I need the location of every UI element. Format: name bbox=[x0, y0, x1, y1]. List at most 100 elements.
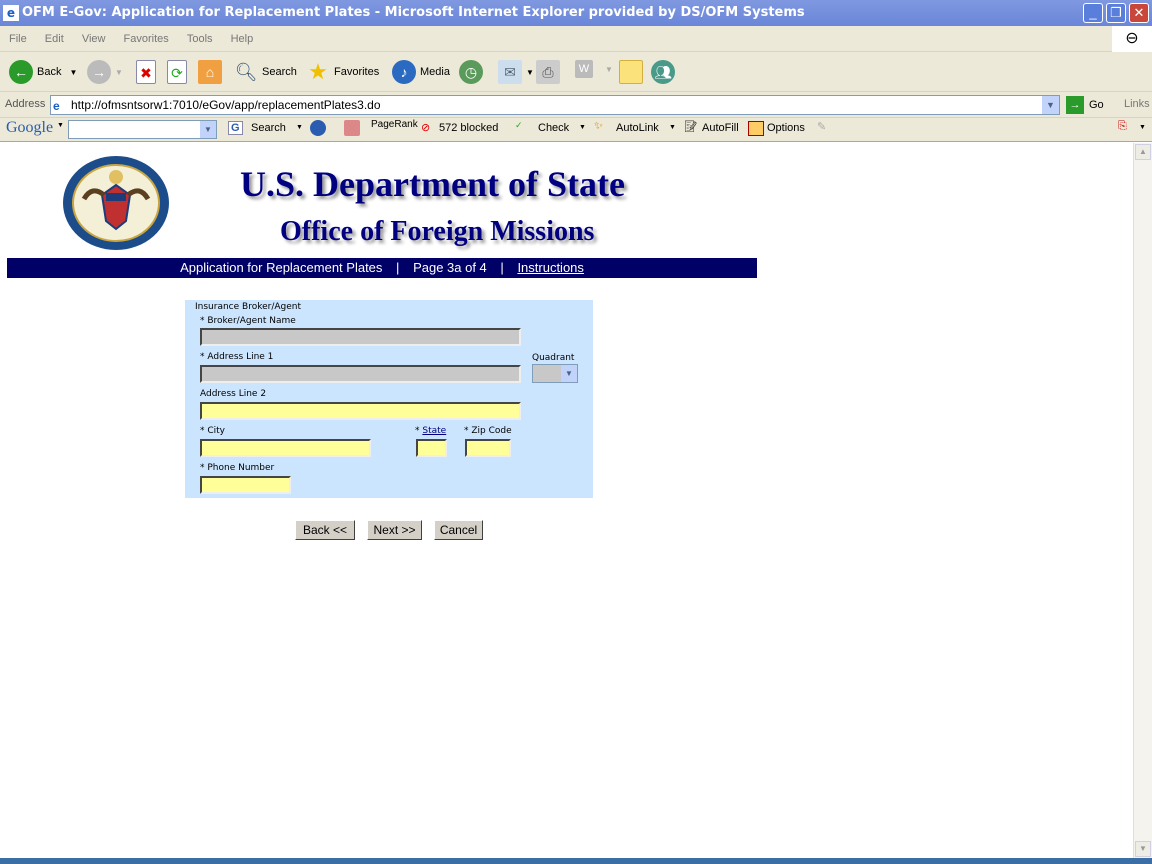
refresh-button[interactable]: ⟳ bbox=[167, 60, 191, 84]
address1-input[interactable] bbox=[200, 365, 521, 383]
google-search-button[interactable]: Search bbox=[251, 122, 286, 134]
close-button[interactable]: ✕ bbox=[1129, 3, 1149, 23]
media-button[interactable]: ♪ Media bbox=[392, 60, 450, 84]
window-title: OFM E-Gov: Application for Replacement P… bbox=[22, 5, 805, 20]
restore-button[interactable]: ❐ bbox=[1106, 3, 1126, 23]
state-label: * State bbox=[415, 426, 446, 436]
menu-favorites[interactable]: Favorites bbox=[123, 33, 169, 45]
sticky-note-icon bbox=[619, 60, 643, 84]
search-icon: 🔍︎ bbox=[234, 62, 258, 82]
magic-wand-icon: ✨︎ bbox=[594, 120, 604, 132]
media-globe-icon: ♪ bbox=[392, 60, 416, 84]
forward-button[interactable]: → ▼ bbox=[87, 60, 123, 84]
messenger-button[interactable]: 👥︎ bbox=[651, 60, 679, 84]
page-content: U.S. Department of State Office of Forei… bbox=[0, 143, 1133, 858]
address2-input[interactable] bbox=[200, 402, 521, 420]
windows-logo-icon: ⊖ bbox=[1112, 26, 1152, 52]
history-icon: ◷ bbox=[459, 60, 483, 84]
google-logo[interactable]: Google bbox=[6, 119, 54, 136]
back-button[interactable]: ← Back ▼ bbox=[9, 60, 77, 84]
news-icon[interactable] bbox=[344, 120, 360, 136]
word-icon: W bbox=[575, 60, 593, 78]
mail-icon: ✉ bbox=[498, 60, 522, 84]
scroll-down-button[interactable]: ▼ bbox=[1135, 841, 1151, 857]
favorites-label: Favorites bbox=[334, 66, 380, 78]
chevron-down-icon[interactable]: ▼ bbox=[669, 124, 676, 131]
spellcheck-icon: ✓ bbox=[515, 120, 523, 130]
edit-button[interactable]: W ▼ bbox=[575, 60, 613, 78]
chevron-down-icon[interactable]: ▼ bbox=[561, 365, 577, 382]
nav-page-indicator: Page 3a of 4 bbox=[413, 260, 487, 275]
back-form-button[interactable]: Back << bbox=[295, 520, 355, 540]
state-input[interactable] bbox=[416, 439, 447, 457]
chevron-down-icon[interactable]: ▼ bbox=[57, 122, 64, 129]
state-department-seal bbox=[63, 156, 169, 250]
city-label: * City bbox=[200, 426, 226, 436]
ie-icon: e bbox=[3, 5, 19, 21]
mail-button[interactable]: ✉ ▼ bbox=[498, 60, 534, 84]
nav-app-title: Application for Replacement Plates bbox=[180, 260, 383, 275]
instructions-link[interactable]: Instructions bbox=[517, 260, 584, 275]
zip-input[interactable] bbox=[465, 439, 511, 457]
favorites-button[interactable]: ★ Favorites bbox=[306, 60, 379, 84]
autofill-button[interactable]: AutoFill bbox=[702, 122, 739, 134]
city-input[interactable] bbox=[200, 439, 371, 457]
chevron-down-icon[interactable]: ▼ bbox=[200, 121, 216, 138]
google-toolbar: Google ▼ ▼ G Search ▼ PageRank ⊘ 572 blo… bbox=[0, 118, 1152, 254]
print-button[interactable]: ⎙ bbox=[536, 60, 564, 84]
search-button[interactable]: 🔍︎ Search bbox=[234, 60, 297, 84]
back-arrow-icon: ← bbox=[9, 60, 33, 84]
chevron-down-icon[interactable]: ▼ bbox=[1042, 96, 1059, 114]
standard-toolbar: ← Back ▼ → ▼ ✖ ⟳ ⌂ 🔍︎ Search ★ Favorites ♪ Med… bbox=[0, 52, 1152, 92]
blocked-count[interactable]: 572 blocked bbox=[439, 122, 499, 134]
autolink-button[interactable]: AutoLink bbox=[616, 122, 659, 134]
globe-icon[interactable] bbox=[310, 120, 326, 136]
home-button[interactable]: ⌂ bbox=[198, 60, 226, 84]
options-button[interactable]: Options bbox=[767, 122, 805, 134]
scroll-up-button[interactable]: ▲ bbox=[1135, 144, 1151, 160]
state-link[interactable]: State bbox=[422, 426, 447, 436]
history-button[interactable]: ◷ bbox=[459, 60, 487, 84]
broker-name-input[interactable] bbox=[200, 328, 521, 346]
links-button[interactable]: Links bbox=[1124, 98, 1150, 110]
chevron-down-icon[interactable]: ▼ bbox=[1139, 124, 1146, 131]
next-button[interactable]: Next >> bbox=[367, 520, 422, 540]
page-icon: e bbox=[53, 99, 60, 113]
chevron-down-icon: ▼ bbox=[526, 67, 534, 77]
address-url: http://ofmsntsorw1:7010/eGov/app/replace… bbox=[71, 98, 381, 112]
vertical-scrollbar[interactable]: ▲ ▼ bbox=[1133, 143, 1152, 858]
section-title: Insurance Broker/Agent bbox=[195, 302, 302, 312]
google-g-icon: G bbox=[228, 121, 243, 135]
address-bar: Address e http://ofmsntsorw1:7010/eGov/a… bbox=[0, 92, 1152, 118]
menu-help[interactable]: Help bbox=[230, 33, 254, 45]
media-label: Media bbox=[420, 66, 450, 78]
phone-input[interactable] bbox=[200, 476, 291, 494]
notes-button[interactable] bbox=[619, 60, 647, 84]
refresh-icon: ⟳ bbox=[167, 60, 187, 84]
check-button[interactable]: Check bbox=[538, 122, 570, 134]
menu-view[interactable]: View bbox=[81, 33, 106, 45]
autofill-icon: 📝︎ bbox=[684, 121, 698, 133]
chevron-down-icon[interactable]: ▼ bbox=[579, 124, 586, 131]
go-button[interactable]: → Go bbox=[1066, 96, 1104, 114]
nav-separator: | bbox=[500, 260, 504, 275]
menu-bar: File Edit View Favorites Tools Help bbox=[0, 26, 1112, 52]
stop-button[interactable]: ✖ bbox=[136, 60, 160, 84]
menu-edit[interactable]: Edit bbox=[44, 33, 64, 45]
page-title: U.S. Department of State bbox=[240, 164, 625, 204]
star-icon: ★ bbox=[308, 59, 328, 84]
minimize-button[interactable]: _ bbox=[1083, 3, 1103, 23]
chevron-down-icon[interactable]: ▼ bbox=[296, 124, 303, 131]
highlighter-icon[interactable]: ✎ bbox=[817, 121, 827, 133]
pdf-icon[interactable]: ⎘ bbox=[1118, 120, 1127, 132]
address-input[interactable]: e http://ofmsntsorw1:7010/eGov/app/repla… bbox=[50, 95, 1060, 115]
window-title-bar: e OFM E-Gov: Application for Replacement… bbox=[0, 0, 1152, 26]
cancel-button[interactable]: Cancel bbox=[434, 520, 483, 540]
zip-label: * Zip Code bbox=[464, 426, 512, 436]
menu-tools[interactable]: Tools bbox=[186, 33, 213, 45]
quadrant-select[interactable]: ▼ bbox=[532, 364, 578, 383]
chevron-down-icon[interactable]: ▼ bbox=[69, 67, 78, 77]
menu-file[interactable]: File bbox=[9, 33, 27, 45]
stop-icon: ✖ bbox=[136, 60, 156, 84]
google-search-input[interactable]: ▼ bbox=[68, 120, 217, 139]
